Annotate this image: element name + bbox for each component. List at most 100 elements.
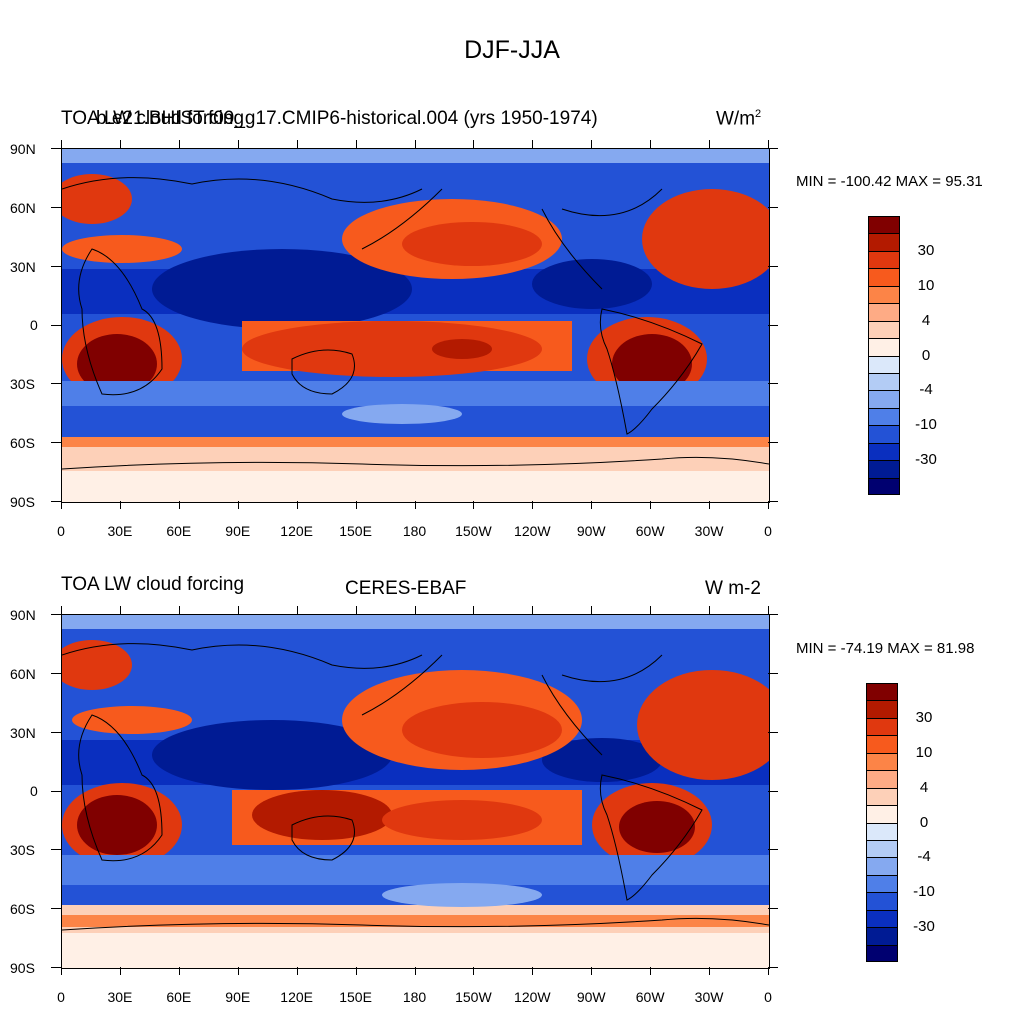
- lon-label: 120W: [514, 989, 551, 1005]
- colorbar-swatch: [866, 944, 898, 962]
- colorbar-swatch: [866, 839, 898, 858]
- lat-tick: [51, 148, 61, 149]
- colorbar-label: 30: [915, 708, 933, 726]
- lat-tick: [51, 324, 61, 326]
- lon-tick: [61, 140, 62, 148]
- panel-left-title: TOA LW cloud forcing: [61, 574, 245, 595]
- lat-tick: [51, 206, 61, 208]
- colorbar-swatch: [868, 372, 900, 391]
- lon-label: 60W: [635, 989, 665, 1005]
- colorbar-swatch: [868, 407, 900, 426]
- colorbar-swatch: [866, 805, 898, 823]
- lon-label: 90E: [225, 523, 251, 539]
- lat-tick: [51, 849, 61, 851]
- lon-tick: [768, 606, 769, 614]
- lat-label: 30N: [10, 725, 36, 741]
- colorbar-swatch: [866, 822, 898, 840]
- lat-tick: [51, 908, 61, 910]
- lon-tick: [61, 967, 62, 975]
- colorbar-label: 10: [915, 743, 933, 761]
- lon-tick: [414, 501, 416, 509]
- lon-tick: [414, 967, 416, 975]
- lon-tick: [237, 140, 239, 148]
- panel-units: W m-2: [705, 578, 761, 599]
- colorbar-swatch: [868, 268, 900, 286]
- colorbar-swatch: [868, 442, 900, 461]
- lon-tick: [473, 140, 475, 148]
- lon-tick: [237, 967, 239, 975]
- lat-tick: [768, 731, 778, 733]
- colorbar-swatch: [868, 477, 900, 495]
- lon-tick: [237, 606, 239, 614]
- colorbar-label: 0: [919, 813, 929, 831]
- lat-tick: [768, 501, 778, 502]
- lon-tick: [119, 140, 121, 148]
- colorbar-swatch: [868, 320, 900, 339]
- colorbar-swatch: [868, 425, 900, 443]
- lon-tick: [355, 967, 357, 975]
- lat-tick: [51, 672, 61, 674]
- lat-tick: [768, 148, 778, 149]
- colorbar-label: 0: [921, 346, 931, 364]
- lat-label: 30S: [10, 376, 35, 392]
- lon-label: 0: [764, 989, 772, 1005]
- lon-tick: [768, 140, 769, 148]
- lat-label: 60S: [10, 901, 35, 917]
- lat-label: 90S: [10, 960, 35, 976]
- lon-label: 0: [57, 989, 65, 1005]
- lon-tick: [532, 606, 534, 614]
- lat-tick: [768, 206, 778, 208]
- lat-label: 90N: [10, 607, 36, 623]
- lon-tick: [355, 501, 357, 509]
- lon-label: 0: [764, 523, 772, 539]
- figure-title: DJF-JJA: [464, 36, 560, 64]
- lon-label: 60E: [166, 523, 192, 539]
- lon-tick: [119, 606, 121, 614]
- colorbar-swatch: [868, 250, 900, 269]
- lon-tick: [473, 967, 475, 975]
- lon-tick: [178, 606, 180, 614]
- colorbar-frame: [866, 683, 898, 962]
- lat-tick: [51, 967, 61, 968]
- colorbar-swatch: [866, 700, 898, 718]
- colorbar-swatch: [866, 927, 898, 945]
- colorbar-swatch: [868, 390, 900, 408]
- lat-tick: [768, 672, 778, 674]
- lon-tick: [591, 140, 593, 148]
- colorbar-label: -4: [917, 848, 931, 866]
- lon-label: 90W: [576, 989, 606, 1005]
- lon-tick: [650, 501, 652, 509]
- lon-tick: [119, 501, 121, 509]
- lon-tick: [768, 967, 769, 975]
- lat-tick: [51, 790, 61, 792]
- lon-label: 150W: [455, 523, 492, 539]
- colorbar-swatch: [866, 857, 898, 875]
- colorbar-label: 4: [921, 311, 931, 329]
- lon-tick: [650, 606, 652, 614]
- lon-tick: [414, 140, 416, 148]
- colorbar-swatch: [868, 355, 900, 373]
- lat-label: 60S: [10, 435, 35, 451]
- lon-label: 180: [402, 989, 427, 1005]
- colorbar: 30 10 4 0 -4 -10 -30: [868, 216, 937, 495]
- colorbar-swatch: [866, 770, 898, 788]
- lon-tick: [709, 606, 711, 614]
- lon-label: 60E: [166, 989, 192, 1005]
- lon-tick: [650, 140, 652, 148]
- lon-label: 0: [57, 523, 65, 539]
- lon-tick: [591, 967, 593, 975]
- lon-label: 120W: [514, 523, 551, 539]
- colorbar-label: 30: [917, 241, 935, 259]
- colorbar-frame: [868, 216, 900, 495]
- colorbar-swatch: [868, 285, 900, 304]
- lat-label: 90N: [10, 141, 36, 157]
- lon-tick: [355, 140, 357, 148]
- colorbar-label: -10: [915, 416, 937, 434]
- colorbar-label: -30: [915, 451, 937, 469]
- colorbar-swatch: [866, 909, 898, 928]
- lat-tick: [768, 790, 778, 792]
- lat-tick: [768, 908, 778, 910]
- panel-units: W/m2: [716, 108, 762, 130]
- lon-tick: [473, 501, 475, 509]
- lon-label: 150E: [339, 523, 372, 539]
